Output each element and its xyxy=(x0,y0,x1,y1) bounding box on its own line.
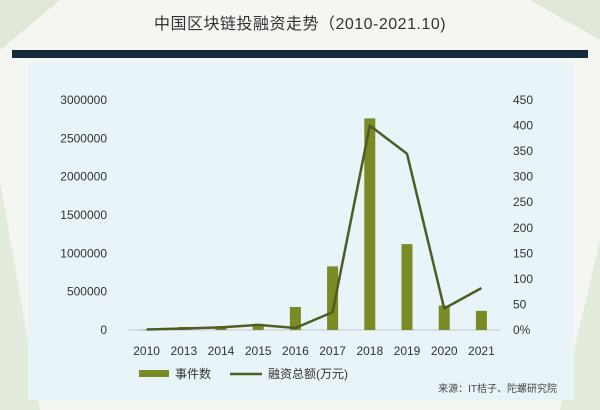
bar-2017 xyxy=(327,266,339,330)
x-tick-label: 2017 xyxy=(319,344,346,358)
x-tick-label: 2010 xyxy=(133,344,160,358)
right-tick-label: 150 xyxy=(513,246,533,260)
bar-series xyxy=(141,118,487,331)
bar-2019 xyxy=(401,244,413,330)
chart-title: 中国区块链投融资走势（2010-2021.10) xyxy=(153,16,447,33)
x-tick-label: 2013 xyxy=(170,344,197,358)
legend-swatch-bar xyxy=(139,370,169,377)
right-tick-label: 300 xyxy=(513,170,533,184)
x-axis: 2010 2013 2014 2015 2016 2017 2018 2019 2020 2021 xyxy=(133,344,495,358)
legend-label-line: 融资总额(万元) xyxy=(268,367,348,381)
left-tick-label: 500000 xyxy=(67,285,107,299)
right-tick-label: 350 xyxy=(513,144,533,158)
x-tick-label: 2015 xyxy=(245,344,272,358)
bar-2020 xyxy=(438,305,450,330)
left-tick-label: 1000000 xyxy=(60,246,107,260)
bar-2010 xyxy=(141,329,153,331)
left-axis: 0 500000 1000000 1500000 2000000 2500000 30000… xyxy=(60,93,107,337)
left-tick-label: 2500000 xyxy=(60,131,107,145)
legend-label-bar: 事件数 xyxy=(175,366,211,381)
financing-line xyxy=(146,124,483,331)
bar-2015 xyxy=(252,323,264,330)
bar-2021 xyxy=(475,310,487,330)
right-tick-label: 0% xyxy=(513,323,531,337)
right-axis: 0% 50 100 150 200 250 300 350 400 450 xyxy=(513,93,533,337)
bar-2018 xyxy=(364,118,376,331)
left-tick-label: 3000000 xyxy=(60,93,107,107)
x-tick-label: 2014 xyxy=(208,344,235,358)
x-tick-label: 2019 xyxy=(394,344,421,358)
source-note: 来源：IT桔子、陀螺研究院 xyxy=(438,382,557,395)
decor-corner-top-right xyxy=(530,0,600,40)
x-tick-label: 2016 xyxy=(282,344,309,358)
left-tick-label: 2000000 xyxy=(60,170,107,184)
decor-corner-top-left xyxy=(0,0,60,50)
line-series xyxy=(146,124,483,331)
right-tick-label: 100 xyxy=(513,272,533,286)
bar-2016 xyxy=(289,307,301,330)
left-tick-label: 1500000 xyxy=(60,208,107,222)
right-tick-label: 400 xyxy=(513,119,533,133)
x-tick-label: 2021 xyxy=(468,344,495,358)
right-tick-label: 50 xyxy=(513,297,527,311)
right-tick-label: 450 xyxy=(513,93,533,107)
legend: 事件数 融资总额(万元) xyxy=(139,366,348,381)
title-underline-bar xyxy=(12,50,588,58)
right-tick-label: 200 xyxy=(513,221,533,235)
right-tick-label: 250 xyxy=(513,195,533,209)
x-tick-label: 2018 xyxy=(356,344,383,358)
left-tick-label: 0 xyxy=(100,323,107,337)
plot-panel xyxy=(28,62,574,400)
x-tick-label: 2020 xyxy=(431,344,458,358)
